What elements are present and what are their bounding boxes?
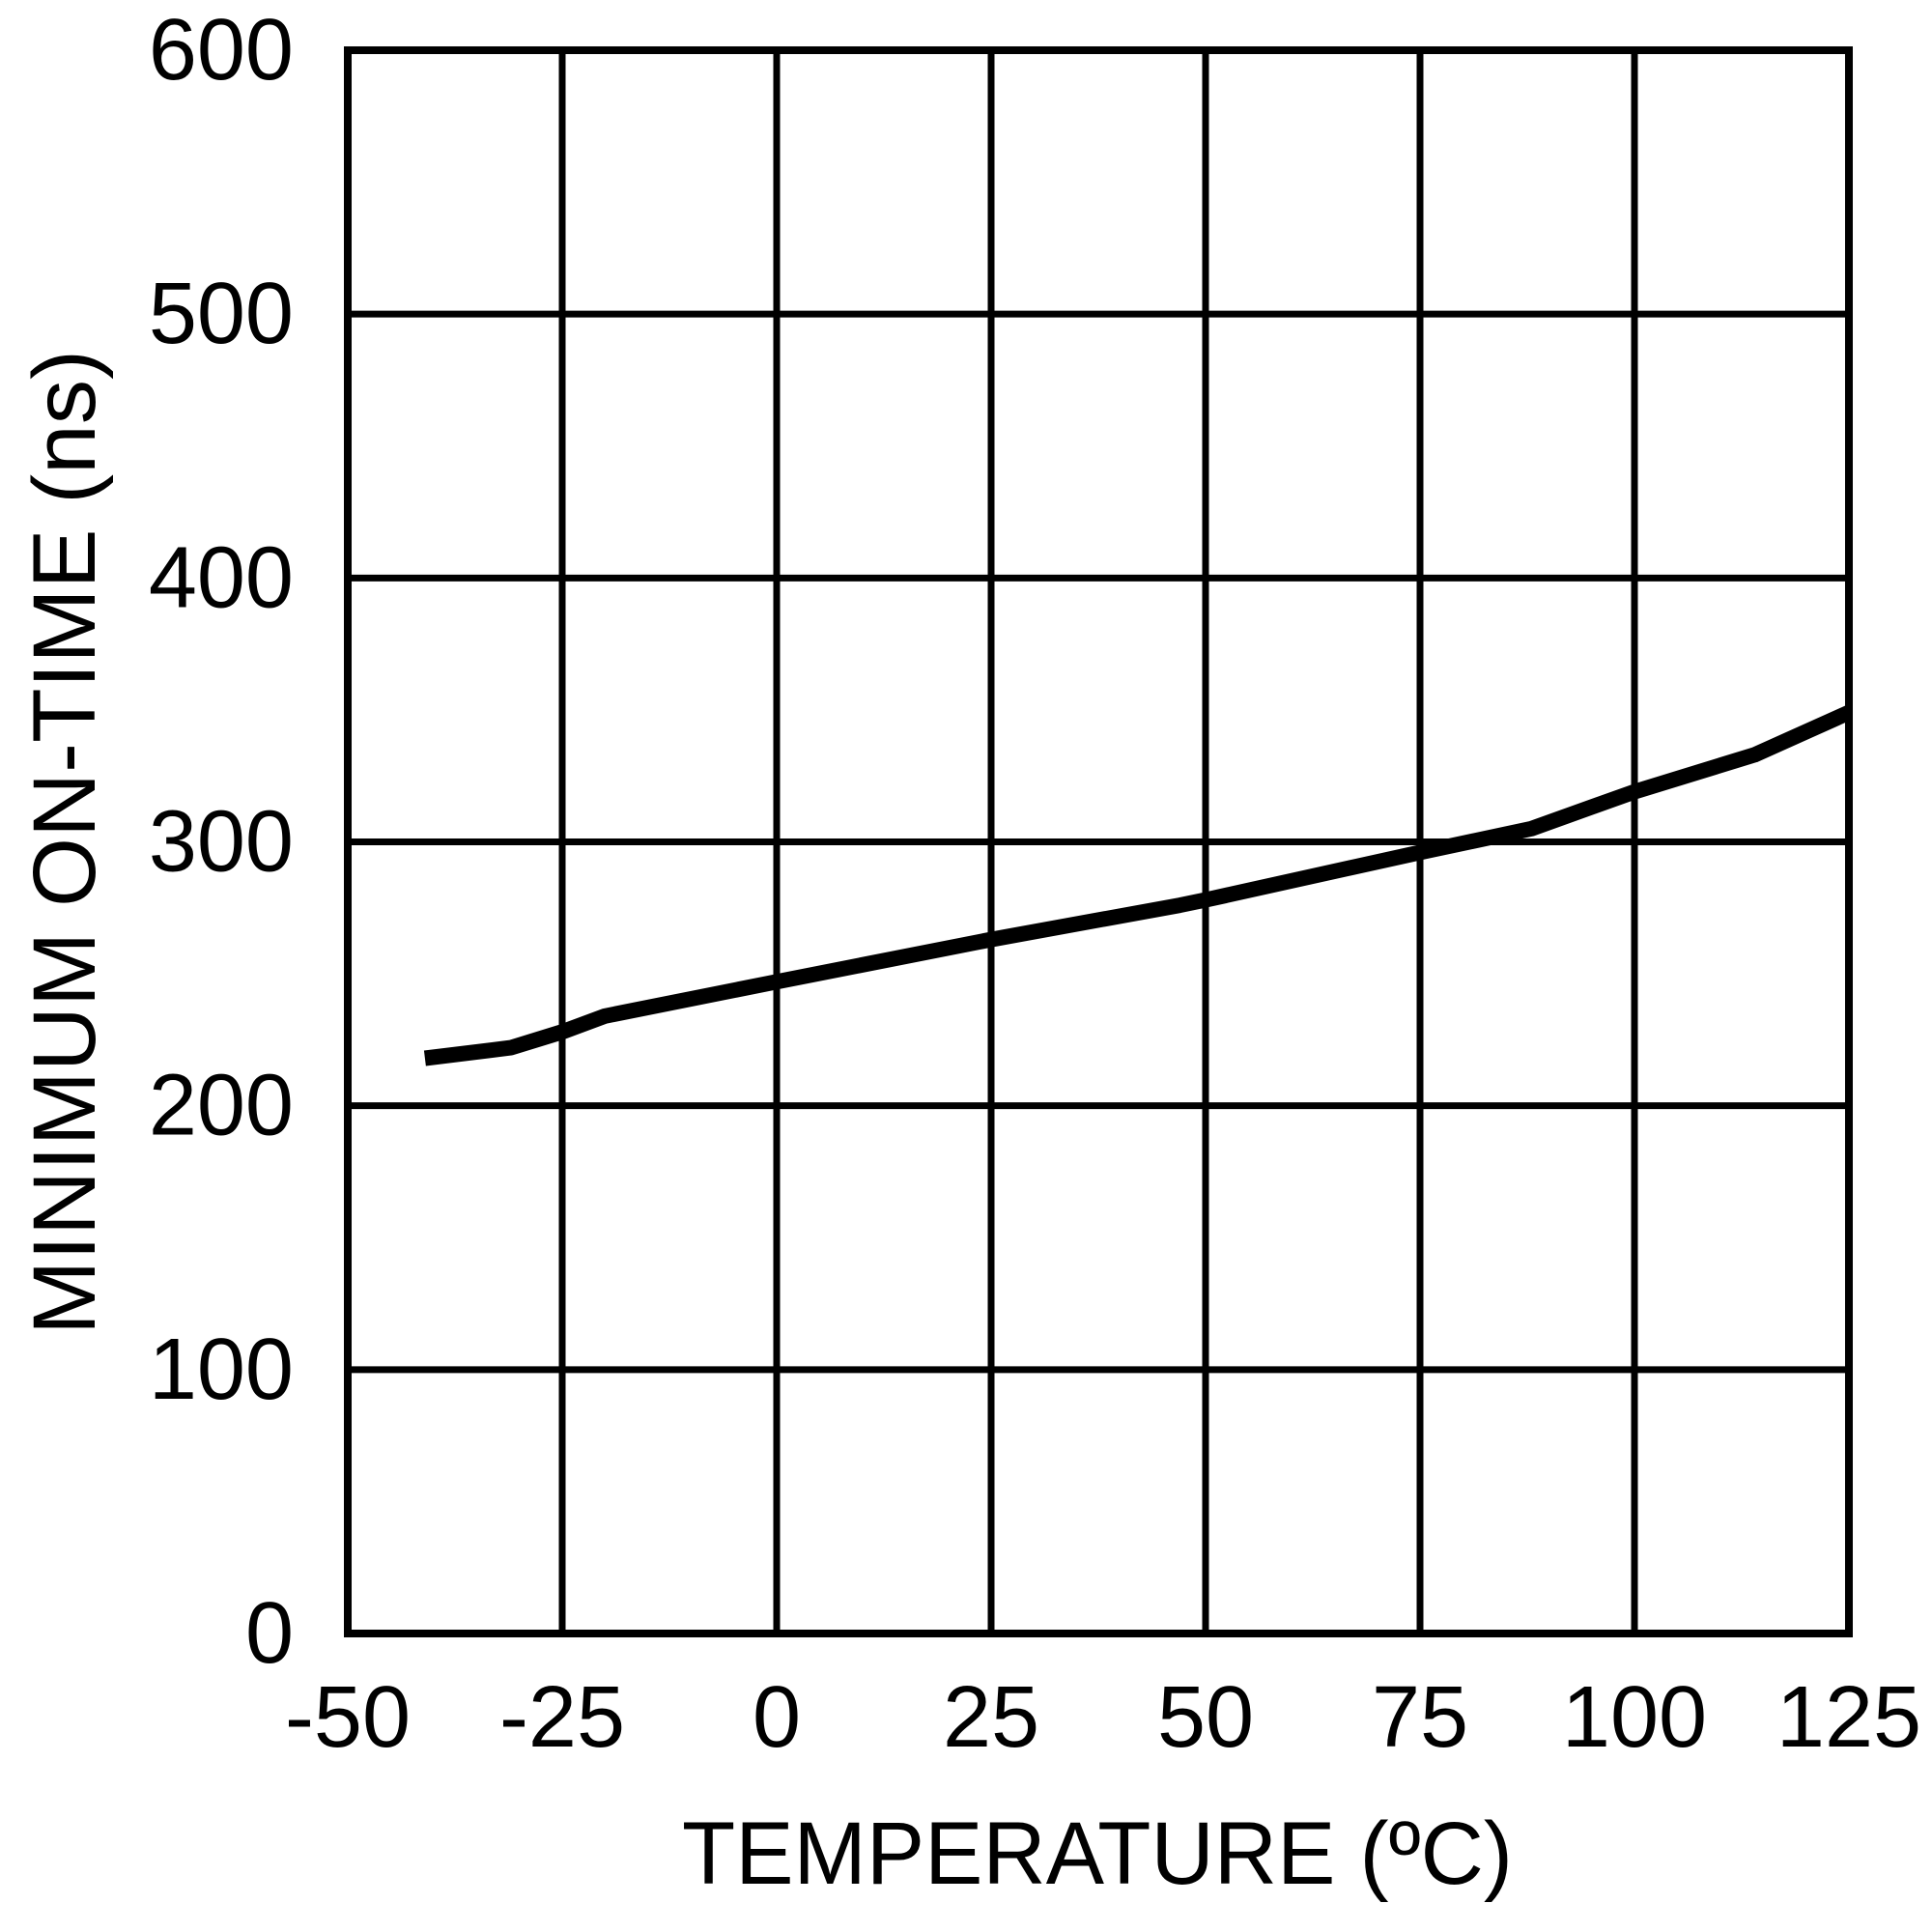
y-tick-label: 300	[149, 794, 294, 891]
x-tick-label: 100	[1562, 1669, 1707, 1766]
plot-frame	[344, 46, 1853, 1637]
y-tick-label: 600	[149, 2, 294, 99]
series-line-minimum-on-time	[423, 705, 1853, 1066]
x-tick-label: 0	[753, 1669, 801, 1766]
x-tick-label: 50	[1157, 1669, 1254, 1766]
x-tick-label: 75	[1372, 1669, 1468, 1766]
y-tick-label: 200	[149, 1058, 294, 1154]
x-tick-label: -25	[499, 1669, 625, 1766]
x-axis-title: TEMPERATURE (ºC)	[682, 1804, 1513, 1903]
x-tick-label: 25	[943, 1669, 1039, 1766]
y-tick-label: 500	[149, 266, 294, 362]
x-tick-label: 125	[1776, 1669, 1921, 1766]
y-tick-label: 100	[149, 1321, 294, 1418]
y-axis-tick-labels: 0 100 200 300 400 500 600	[149, 2, 294, 1682]
y-tick-label: 400	[149, 529, 294, 626]
x-tick-label: -50	[285, 1669, 411, 1766]
y-tick-label: 0	[245, 1585, 294, 1682]
grid-lines	[344, 46, 1853, 1637]
y-axis-title: MINIMUM ON-TIME (ns)	[15, 350, 114, 1335]
x-axis-tick-labels: -50 -25 0 25 50 75 100 125	[285, 1669, 1921, 1766]
